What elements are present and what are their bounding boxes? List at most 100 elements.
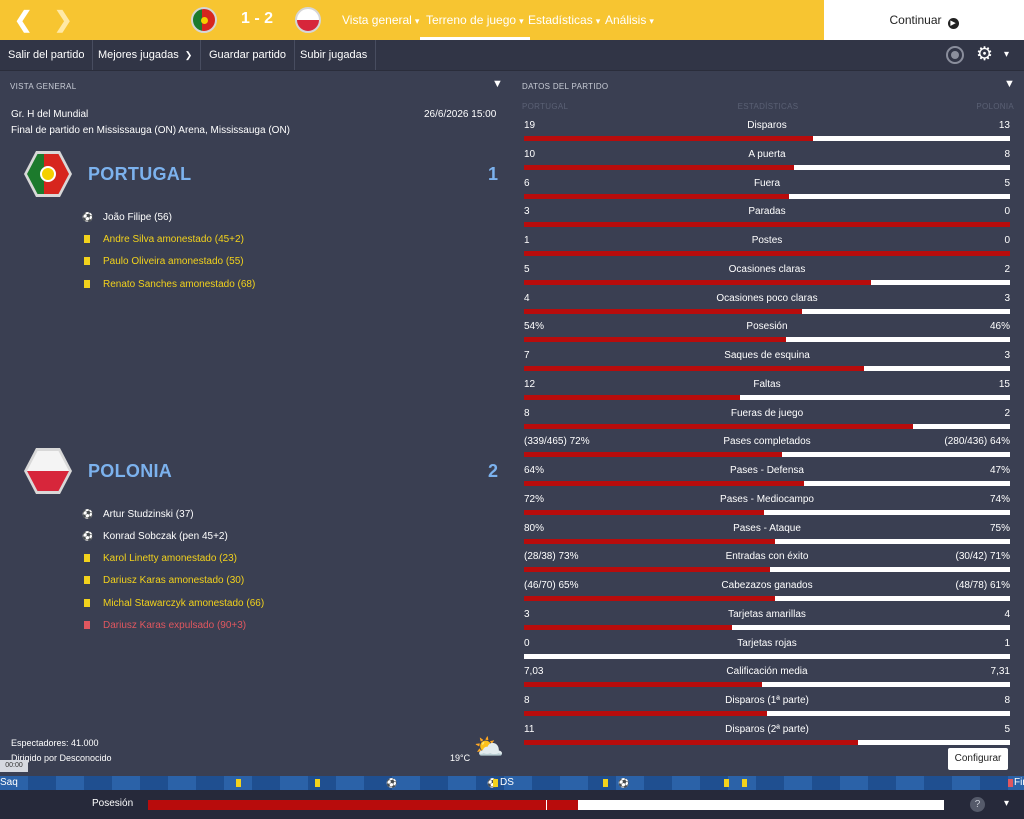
stat-bar-home-fill (524, 193, 789, 199)
stat-home-value: (46/70) 65% (524, 580, 579, 591)
match-event[interactable]: Dariusz Karas expulsado (90+3) (82, 619, 246, 633)
home-team-name[interactable]: PORTUGAL (88, 164, 192, 184)
stat-label: Fuera (753, 177, 781, 189)
football-icon: ⚽ (82, 531, 94, 541)
portugal-badge-icon (24, 151, 72, 197)
save-match-button[interactable]: Guardar partido (201, 40, 296, 70)
stat-label: Faltas (753, 378, 781, 390)
stat-bar (524, 739, 1010, 745)
temperature-label: 19°C (450, 753, 471, 763)
referee-label: Dirigido por Desconocido (11, 753, 112, 763)
overview-panel: VISTA GENERAL ▼ Gr. H del Mundial 26/6/2… (0, 72, 512, 776)
back-arrow-icon[interactable]: ❮ (14, 7, 33, 32)
stat-bar (524, 481, 1010, 486)
stat-away-value: 46% (989, 321, 1010, 333)
possession-midline (546, 800, 547, 810)
gear-icon[interactable]: ⚙ (976, 44, 994, 65)
match-event[interactable]: Andre Silva amonestado (45+2) (82, 233, 244, 247)
stat-label: Pases completados (723, 436, 811, 448)
match-event[interactable]: ⚽ Konrad Sobczak (pen 45+2) (82, 529, 228, 543)
red-card-icon (1008, 779, 1013, 787)
timeline-halftime-label: DS (500, 777, 514, 788)
stat-away-value: 2 (1004, 407, 1010, 419)
match-event[interactable]: Paulo Oliveira amonestado (55) (82, 255, 244, 269)
button-label: Mejores jugadas (98, 49, 179, 61)
configure-button[interactable]: Configurar (948, 748, 1008, 770)
match-timeline[interactable]: Saq ⚽ ⚽ DS ⚽ Fin (0, 776, 1024, 790)
chevron-down-icon[interactable]: ▼ (1004, 78, 1015, 90)
stat-bar (524, 538, 1010, 544)
stat-label: Pases - Mediocampo (720, 493, 814, 505)
stat-row: 0 Tarjetas rojas 1 (524, 634, 1010, 662)
stat-row: 19 Disparos 13 (524, 116, 1010, 144)
exit-match-button[interactable]: Salir del partido (0, 40, 94, 70)
stat-bar-home-fill (524, 596, 775, 601)
stat-away-value: 8 (1004, 695, 1010, 706)
match-event[interactable]: ⚽ João Filipe (56) (82, 210, 172, 224)
stat-label: Postes (751, 235, 783, 246)
match-event[interactable]: ⚽ Artur Studzinski (37) (82, 507, 194, 521)
stat-label: Ocasiones poco claras (716, 292, 818, 304)
event-text: Michal Stawarczyk amonestado (66) (103, 598, 265, 609)
stat-bar-home-fill (524, 136, 813, 141)
stat-bar-home-fill (524, 308, 802, 314)
chevron-down-icon[interactable]: ▾ (1004, 49, 1010, 60)
stat-bar (524, 423, 1010, 429)
stat-bar (524, 509, 1010, 515)
yellow-card-icon (82, 278, 92, 292)
stat-bar-home-fill (524, 164, 795, 170)
record-icon[interactable] (946, 46, 964, 64)
stat-home-value: 80% (524, 522, 545, 534)
help-icon[interactable]: ? (970, 797, 985, 812)
menu-estadisticas[interactable]: Estadísticas ▾ (528, 0, 600, 40)
menu-vista-general[interactable]: Vista general ▾ (342, 0, 419, 40)
match-event[interactable]: Renato Sanches amonestado (68) (82, 278, 255, 292)
chevron-down-icon: ▾ (649, 16, 654, 26)
stat-bar (524, 222, 1010, 228)
stat-label: Paradas (748, 206, 786, 218)
stat-label: Disparos (747, 120, 787, 131)
chevron-down-icon: ❯ (184, 50, 193, 60)
chevron-down-icon[interactable]: ▾ (1004, 798, 1010, 809)
stat-bar-home-fill (524, 739, 859, 745)
match-actions-bar: Salir del partido Mejores jugadas ❯ Guard… (0, 40, 1024, 71)
upload-highlights-button[interactable]: Subir jugadas (292, 40, 377, 70)
stat-row: 8 Fueras de juego 2 (524, 404, 1010, 432)
menu-terreno-de-juego[interactable]: Terreno de juego ▾ (420, 0, 530, 40)
football-icon: ⚽ (386, 778, 398, 788)
menu-analisis[interactable]: Análisis ▾ (605, 0, 654, 40)
chevron-down-icon[interactable]: ▼ (492, 78, 503, 90)
stat-away-value: 75% (989, 522, 1010, 534)
stat-home-value: 3 (524, 206, 530, 218)
stat-home-value: 7,03 (524, 666, 544, 678)
stat-row: (339/465) 72% Pases completados (280/436) … (524, 432, 1010, 460)
poland-flag-icon (295, 7, 321, 33)
stat-bar-home-fill (524, 481, 805, 486)
event-text: Karol Linetty amonestado (23) (103, 553, 237, 564)
continue-button[interactable]: Continuar ▶ (824, 0, 1024, 40)
stat-bar-home-fill (524, 423, 913, 429)
poland-badge-icon (24, 448, 72, 494)
match-event[interactable]: Michal Stawarczyk amonestado (66) (82, 597, 264, 611)
away-column-header: POLONIA (976, 102, 1014, 111)
chevron-down-icon: ▾ (414, 16, 420, 26)
stat-bar (524, 711, 1010, 716)
stat-home-value: 54% (524, 321, 545, 333)
match-event[interactable]: Dariusz Karas amonestado (30) (82, 574, 244, 588)
stat-bar (524, 136, 1010, 141)
menu-label: Análisis (605, 13, 647, 27)
stat-row: 5 Ocasiones claras 2 (524, 260, 1010, 288)
home-team-goals: 1 (487, 164, 498, 184)
stat-away-value: (48/78) 61% (955, 580, 1010, 591)
stat-bar-home-fill (524, 251, 1010, 256)
stat-label: Entradas con éxito (725, 551, 809, 563)
stat-row: 4 Ocasiones poco claras 3 (524, 289, 1010, 317)
away-team-name[interactable]: POLONIA (88, 461, 173, 481)
stat-home-value: 64% (524, 465, 545, 476)
match-event[interactable]: Karol Linetty amonestado (23) (82, 552, 237, 566)
highlights-dropdown[interactable]: Mejores jugadas ❯ (90, 40, 202, 70)
stat-bar (524, 596, 1010, 601)
stat-away-value: 8 (1004, 148, 1010, 160)
yellow-card-icon (82, 597, 92, 611)
forward-arrow-icon[interactable]: ❯ (54, 7, 73, 32)
